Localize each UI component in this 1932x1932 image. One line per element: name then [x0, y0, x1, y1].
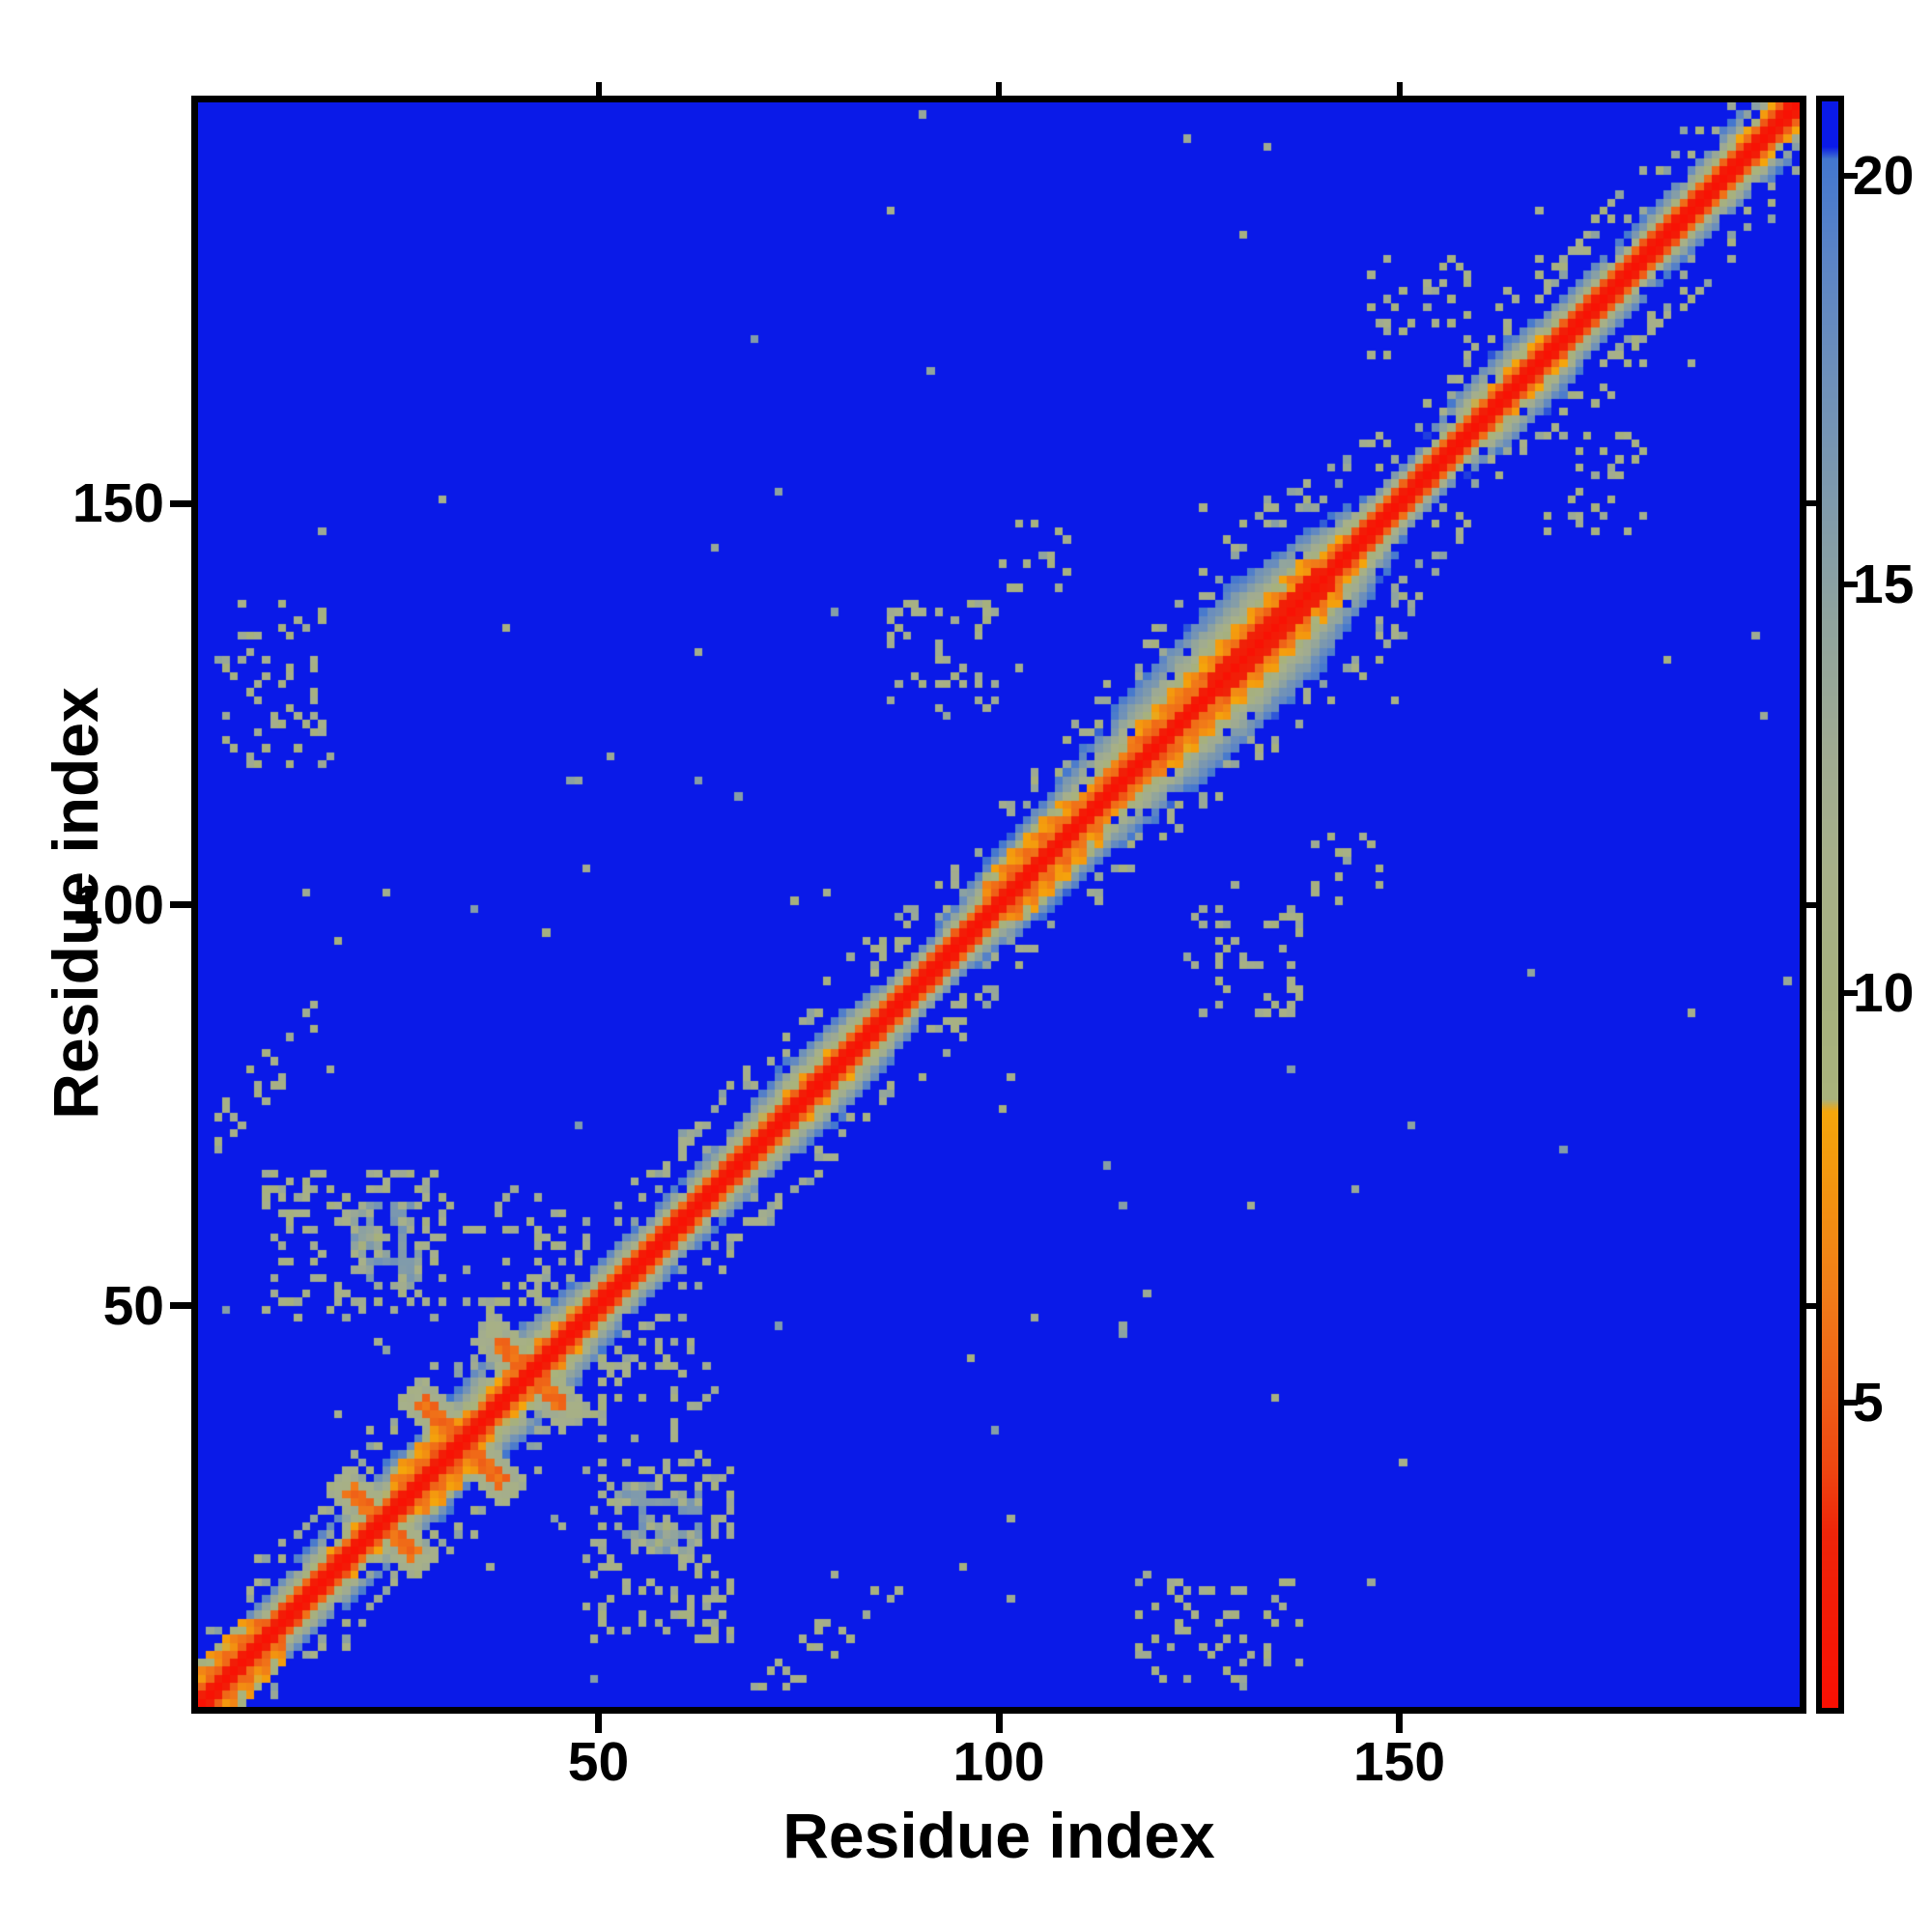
- colorbar-tick-mark: [1844, 990, 1858, 997]
- x-top-tick-mark: [1396, 82, 1403, 96]
- y-tick-mark: [170, 901, 191, 908]
- colorbar-canvas: [1822, 101, 1838, 1708]
- colorbar-tick-label: 20: [1853, 145, 1915, 208]
- colorbar-tick-mark: [1844, 173, 1858, 180]
- y-tick-label: 50: [102, 1274, 164, 1337]
- x-tick-mark: [595, 1714, 602, 1733]
- y-tick-mark: [170, 1302, 191, 1310]
- x-tick-label: 100: [952, 1731, 1045, 1793]
- x-tick-mark: [1396, 1714, 1403, 1733]
- x-top-tick-mark: [595, 82, 602, 96]
- y-tick-label: 150: [71, 472, 164, 535]
- colorbar-tick-mark: [1844, 582, 1858, 588]
- colorbar: [1816, 96, 1844, 1714]
- colorbar-tick-mark: [1844, 1399, 1858, 1406]
- y-right-tick-mark: [1806, 1302, 1822, 1309]
- y-tick-mark: [170, 499, 191, 507]
- x-tick-label: 150: [1352, 1731, 1446, 1793]
- x-axis-label: Residue index: [782, 1800, 1215, 1871]
- x-tick-mark: [995, 1714, 1003, 1733]
- colorbar-tick-label: 5: [1853, 1371, 1884, 1434]
- colorbar-tick-label: 15: [1853, 554, 1915, 616]
- x-top-tick-mark: [996, 82, 1002, 96]
- heatmap-plot-area: [191, 96, 1806, 1714]
- x-tick-label: 50: [567, 1731, 630, 1793]
- distance-map-canvas: [198, 102, 1800, 1707]
- y-right-tick-mark: [1806, 500, 1822, 507]
- colorbar-tick-label: 10: [1853, 962, 1915, 1025]
- y-right-tick-mark: [1806, 901, 1822, 908]
- y-tick-label: 100: [71, 873, 164, 936]
